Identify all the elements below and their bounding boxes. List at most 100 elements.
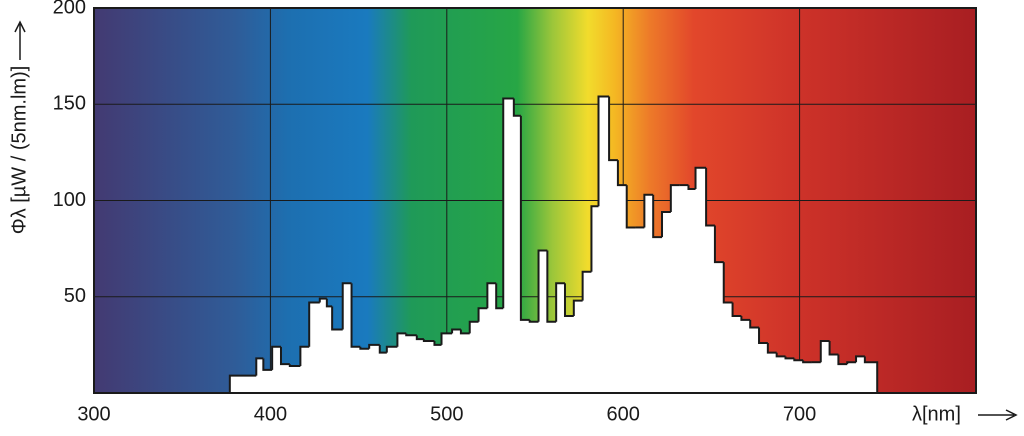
step-outline: [325, 298, 333, 308]
bar: [478, 308, 488, 393]
x-tick-label: 600: [607, 403, 640, 425]
bar: [679, 185, 690, 393]
bar: [496, 308, 504, 393]
y-tick-label: 100: [53, 189, 86, 211]
bar: [767, 352, 778, 393]
step-outline: [331, 306, 343, 331]
bar: [423, 341, 436, 393]
step-outline: [405, 333, 417, 337]
bar: [309, 302, 321, 393]
step-outline: [563, 283, 574, 317]
bar: [300, 346, 310, 393]
bar: [326, 306, 333, 393]
plot-frame: [93, 7, 977, 394]
step-outline: [271, 345, 281, 370]
bar: [406, 335, 418, 393]
bar: [379, 352, 388, 393]
bar: [386, 346, 399, 393]
step-outline: [495, 283, 504, 310]
bar: [741, 319, 751, 393]
step-outline: [350, 283, 361, 348]
bar: [280, 364, 291, 393]
step-outline: [288, 364, 301, 368]
bar: [573, 300, 584, 393]
step-outline: [299, 345, 310, 367]
x-tick-label: 500: [430, 403, 463, 425]
bar: [695, 167, 707, 393]
bar: [626, 227, 637, 393]
bar: [452, 329, 462, 393]
step-outline: [378, 344, 387, 354]
bar: [750, 327, 760, 393]
step-outline: [368, 343, 380, 349]
step-outline: [625, 185, 636, 229]
bar: [847, 362, 857, 393]
step-outline: [528, 319, 539, 323]
bar: [513, 115, 522, 394]
marks: [228, 95, 879, 394]
bar: [256, 358, 264, 393]
step-outline: [722, 262, 733, 304]
step-outline: [784, 356, 795, 360]
bar: [864, 362, 878, 393]
bar: [319, 298, 328, 393]
step-outline: [502, 97, 514, 309]
bar: [263, 369, 273, 393]
step-outline: [228, 374, 257, 393]
y-axis-label: Φλ [µW / (5nm.lm)]: [8, 66, 30, 235]
step-outline: [694, 166, 707, 189]
step-outline: [855, 355, 865, 363]
bar: [556, 283, 566, 393]
step-outline: [597, 95, 610, 207]
step-outline: [819, 340, 830, 363]
step-outline: [581, 270, 592, 301]
bar: [829, 354, 840, 393]
step-outline: [519, 115, 530, 321]
bar: [289, 366, 301, 393]
bar: [434, 344, 443, 393]
y-tick-label: 200: [53, 0, 86, 18]
bar: [644, 194, 654, 393]
bar: [538, 250, 548, 393]
x-axis-label: λ[nm]: [912, 403, 961, 425]
bar: [591, 206, 600, 393]
step-outline: [279, 346, 290, 366]
step-outline: [262, 358, 273, 371]
step-outline: [766, 342, 777, 354]
bar: [759, 342, 769, 393]
y-tick-label: 50: [64, 285, 86, 307]
bar: [785, 358, 795, 393]
bar: [598, 96, 610, 394]
step-outline: [468, 320, 479, 334]
step-outline: [669, 184, 680, 213]
step-outline: [385, 345, 398, 353]
step-outline: [451, 328, 461, 334]
bar: [714, 262, 725, 393]
step-outline: [477, 307, 488, 322]
step-outline: [396, 332, 407, 347]
bar: [609, 160, 619, 393]
bar: [803, 362, 813, 393]
bar: [441, 333, 453, 393]
step-outline: [749, 319, 760, 329]
step-outline: [758, 327, 768, 344]
step-outline: [802, 360, 812, 364]
step-outline: [652, 194, 663, 239]
bar: [706, 225, 716, 393]
x-tick-label: 400: [254, 403, 287, 425]
bar: [635, 227, 645, 393]
step-outline: [422, 339, 435, 343]
step-outline: [359, 346, 370, 350]
bar: [369, 344, 381, 393]
bar: [229, 375, 257, 393]
bar: [723, 302, 734, 393]
step-outline: [572, 299, 583, 316]
bar: [520, 319, 531, 393]
step-outline: [415, 335, 424, 341]
bar: [547, 321, 557, 393]
bar: [342, 283, 353, 393]
bar: [487, 283, 497, 393]
bar: [662, 212, 672, 393]
